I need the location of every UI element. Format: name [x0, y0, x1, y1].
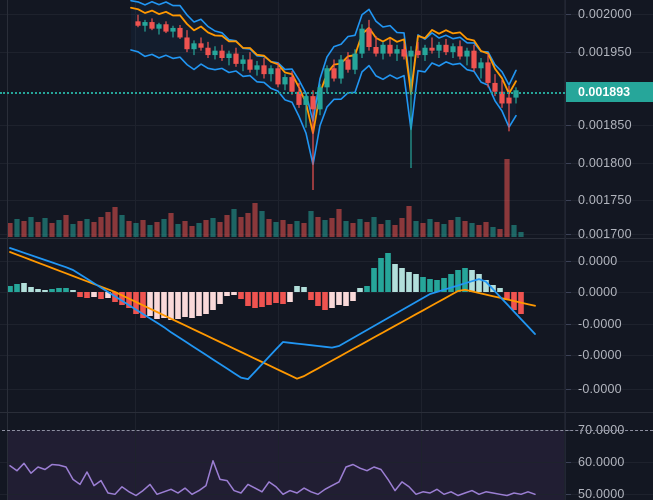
vertical-gridline	[564, 412, 565, 500]
horizontal-gridline	[0, 494, 653, 495]
rsi-left-border	[7, 412, 8, 500]
axis-tick	[566, 324, 571, 325]
current-price-line	[0, 92, 653, 94]
axis-tick	[566, 234, 571, 235]
axis-label: 0.001850	[578, 118, 632, 132]
axis-tick	[566, 261, 571, 262]
vertical-gridline	[135, 238, 136, 412]
horizontal-gridline	[0, 52, 653, 53]
axis-tick	[566, 355, 571, 356]
horizontal-gridline	[0, 14, 653, 15]
axis-label: -0.0000	[578, 348, 622, 362]
vertical-gridline	[135, 0, 136, 238]
rsi-zone-shading	[8, 430, 565, 500]
macd-left-border	[7, 238, 8, 412]
price-axis[interactable]: 0.002000 0.001950 0.001850 0.001800 0.001750…	[565, 0, 653, 238]
axis-label: 0.002000	[578, 7, 632, 21]
axis-tick	[566, 163, 571, 164]
price-panel: 0.002000 0.001950 0.001850 0.001800 0.001750…	[0, 0, 653, 238]
macd-line	[9, 247, 536, 380]
macd-axis[interactable]: 0.0000 0.0000 -0.0000 -0.0000 -0.0000	[565, 238, 653, 412]
rsi-overbought-line	[2, 430, 653, 431]
horizontal-gridline	[0, 324, 653, 325]
horizontal-gridline	[0, 462, 653, 463]
macd-plot-area[interactable]	[8, 238, 565, 412]
vertical-gridline	[421, 0, 422, 238]
axis-label: 0.001950	[578, 45, 632, 59]
bollinger-upper	[130, 0, 517, 123]
axis-tick	[566, 14, 571, 15]
vertical-gridline	[278, 0, 279, 238]
vertical-gridline	[135, 412, 136, 500]
rsi-top-separator	[0, 412, 653, 413]
axis-tick	[566, 200, 571, 201]
horizontal-gridline	[0, 261, 653, 262]
axis-label: 60.0000	[578, 455, 625, 469]
axis-label: 0.001700	[578, 227, 632, 238]
volume-series	[8, 159, 524, 237]
axis-label: 0.0000	[578, 254, 618, 268]
axis-label: -0.0000	[578, 317, 622, 331]
moving-average-line	[130, 6, 517, 135]
axis-label: 50.0000	[578, 487, 625, 500]
rsi-plot-area[interactable]	[8, 412, 565, 500]
vertical-gridline	[278, 238, 279, 412]
candlestick-series[interactable]	[135, 14, 519, 190]
axis-tick	[566, 389, 571, 390]
current-price-badge[interactable]: 0.001893	[566, 82, 653, 102]
axis-label: 0.001800	[578, 156, 632, 170]
vertical-gridline	[278, 412, 279, 500]
vertical-gridline	[421, 238, 422, 412]
bollinger-lower	[130, 49, 517, 166]
price-plot-area[interactable]	[8, 0, 565, 238]
horizontal-gridline	[0, 355, 653, 356]
axis-label: 0.001750	[578, 193, 632, 207]
horizontal-gridline	[0, 200, 653, 201]
axis-tick	[566, 125, 571, 126]
horizontal-gridline	[0, 389, 653, 390]
rsi-line	[9, 460, 536, 497]
axis-tick	[566, 52, 571, 53]
macd-top-separator	[0, 238, 653, 239]
horizontal-gridline	[0, 163, 653, 164]
axis-tick	[566, 292, 571, 293]
axis-label: -0.0000	[578, 382, 622, 396]
axis-tick	[566, 462, 571, 463]
vertical-gridline	[564, 238, 565, 412]
chart-left-border	[7, 0, 8, 238]
macd-histogram	[8, 253, 524, 320]
rsi-axis[interactable]: 70.0000 60.0000 50.0000	[565, 412, 653, 500]
horizontal-gridline	[0, 125, 653, 126]
vertical-gridline	[421, 412, 422, 500]
axis-label: 0.0000	[578, 285, 618, 299]
axis-tick	[566, 494, 571, 495]
vertical-gridline	[564, 0, 565, 238]
